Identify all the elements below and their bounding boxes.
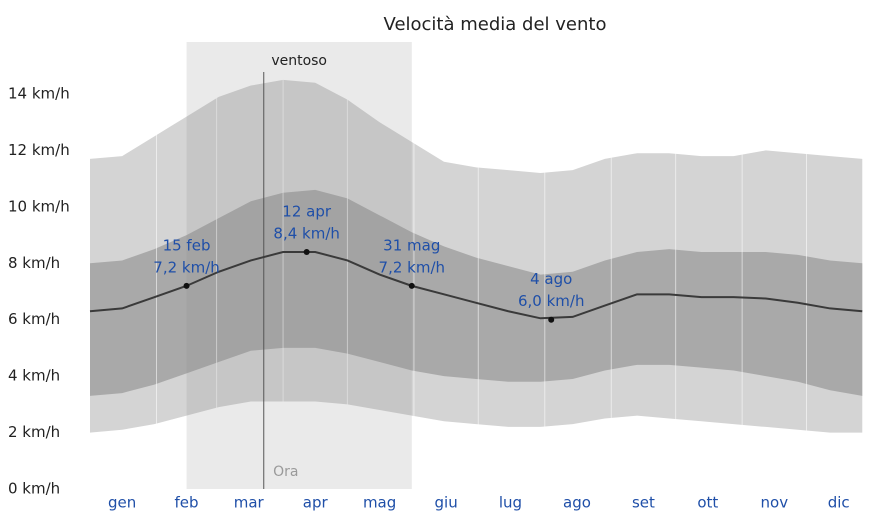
highlight-point xyxy=(303,249,310,255)
x-tick-label: set xyxy=(632,494,655,512)
median-line xyxy=(89,251,863,320)
highlight-value: 7,2 km/h xyxy=(153,258,219,276)
x-tick-label: ott xyxy=(697,494,718,512)
y-tick-label: 6 km/h xyxy=(8,310,60,328)
x-tick-label: lug xyxy=(499,494,522,512)
x-tick-label: gen xyxy=(108,494,136,512)
highlight-point xyxy=(548,316,555,323)
x-tick-label: mar xyxy=(234,494,265,512)
x-tick-label: mag xyxy=(363,494,396,512)
now-label: Ora xyxy=(273,464,298,480)
highlight-date: 31 mag xyxy=(383,236,440,254)
y-tick-label: 2 km/h xyxy=(8,423,60,441)
y-tick-label: 8 km/h xyxy=(8,254,60,272)
y-tick-label: 4 km/h xyxy=(8,367,60,385)
highlight-value: 8,4 km/h xyxy=(273,225,339,243)
x-tick-label: giu xyxy=(435,494,458,512)
highlight-value: 6,0 km/h xyxy=(518,292,584,310)
x-tick-label: feb xyxy=(175,494,199,512)
y-tick-label: 10 km/h xyxy=(8,197,70,215)
x-tick-label: nov xyxy=(761,494,789,512)
highlight-date: 12 apr xyxy=(282,203,332,221)
highlight-date: 4 ago xyxy=(530,270,572,288)
highlight-date: 15 feb xyxy=(163,236,211,254)
y-tick-label: 0 km/h xyxy=(8,480,60,498)
x-tick-label: apr xyxy=(303,494,329,512)
y-tick-label: 14 km/h xyxy=(8,85,70,103)
x-tick-label: ago xyxy=(563,494,591,512)
highlight-value: 7,2 km/h xyxy=(379,258,445,276)
x-tick-label: dic xyxy=(828,494,850,512)
highlight-point xyxy=(183,282,190,289)
y-tick-label: 12 km/h xyxy=(8,141,70,159)
season-label: ventoso xyxy=(271,53,327,69)
chart-title: Velocità media del vento xyxy=(384,14,607,35)
highlight-point xyxy=(408,282,415,289)
season-shade xyxy=(186,42,412,489)
